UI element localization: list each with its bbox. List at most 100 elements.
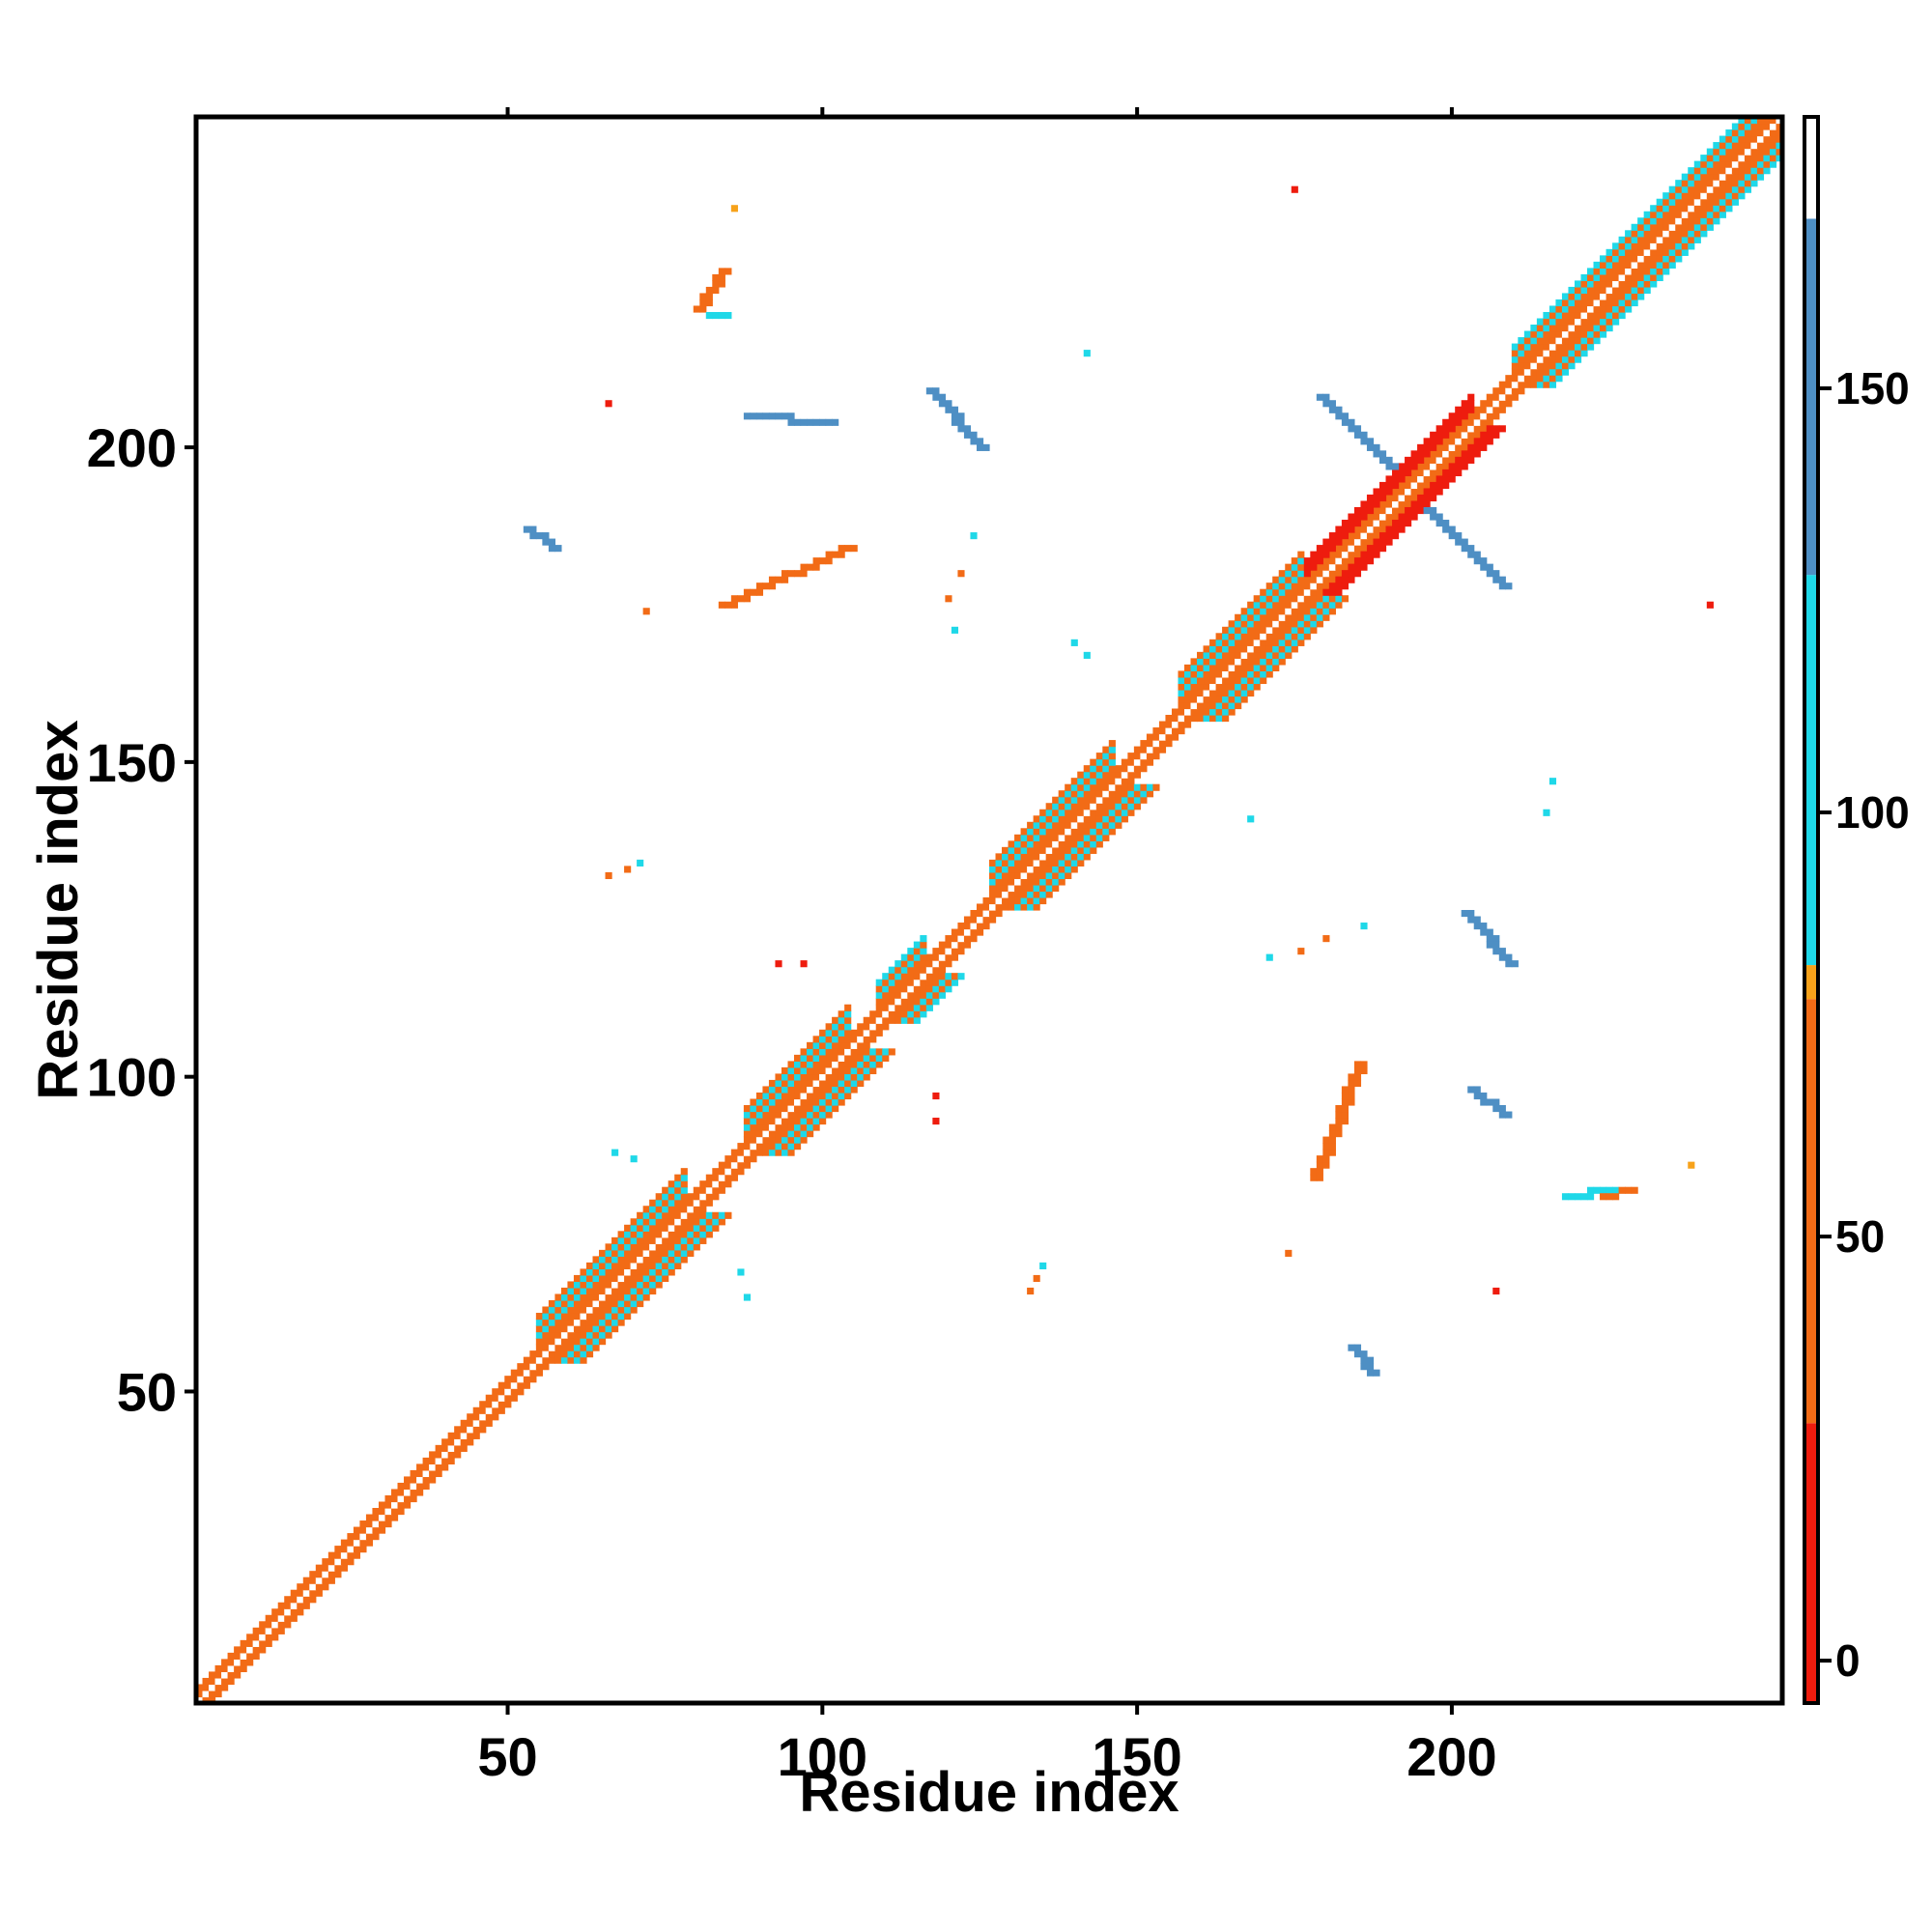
heatmap-cell [976,443,984,451]
heatmap-cell [1668,211,1676,218]
heatmap-cell [1631,280,1638,288]
heatmap-cell [1442,456,1450,464]
heatmap-cell [1618,311,1626,320]
heatmap-cell [1511,960,1519,968]
heatmap-cell [611,1293,619,1301]
heatmap-cell [277,1627,285,1634]
heatmap-cell [1183,683,1192,691]
heatmap-cell [945,979,952,986]
heatmap-cell [655,1236,663,1244]
heatmap-cell [1341,1104,1350,1113]
heatmap-cell [573,1356,582,1364]
heatmap-cell [1612,273,1620,282]
heatmap-cell [611,1274,619,1283]
heatmap-cell [1322,1136,1330,1144]
heatmap-cell [592,1299,600,1308]
heatmap-cell [510,1376,518,1383]
heatmap-cell [252,1627,260,1634]
heatmap-cell [1322,595,1330,603]
heatmap-cell [1693,217,1701,225]
heatmap-cell [850,1041,858,1049]
heatmap-cell [1228,670,1236,678]
heatmap-cell [932,985,940,993]
heatmap-cell [1650,248,1658,256]
heatmap-cell [1448,438,1456,445]
heatmap-cell [1133,746,1141,753]
heatmap-cell [1033,821,1040,829]
heatmap-cell [794,1143,802,1151]
heatmap-cell [252,1634,260,1641]
heatmap-cell [1310,570,1318,578]
heatmap-cell [1561,318,1570,326]
heatmap-cell [1014,878,1022,886]
heatmap-cell [221,1677,229,1686]
heatmap-cell [812,1061,820,1068]
heatmap-cell [687,1243,695,1251]
heatmap-cell [209,1671,216,1679]
heatmap-cell [560,1325,569,1333]
heatmap-cell [900,1016,908,1024]
heatmap-cell [1580,305,1588,313]
heatmap-cell [467,1419,474,1427]
heatmap-cell [1467,456,1475,464]
heatmap-cell [1297,570,1305,578]
heatmap-cell [599,1338,607,1346]
heatmap-cell [1492,393,1500,401]
heatmap-cell [1265,664,1273,671]
heatmap-cell [404,1494,412,1503]
heatmap-cell [297,1583,304,1591]
heatmap-cell [1360,1356,1368,1364]
heatmap-cell [580,1325,587,1333]
heatmap-cell [775,412,782,420]
heatmap-cell [1738,173,1746,181]
heatmap-cell [1455,443,1463,451]
heatmap-cell [1033,853,1040,861]
heatmap-cell [1625,293,1633,300]
heatmap-cell [1486,941,1493,949]
heatmap-cell [762,1092,770,1100]
heatmap-cell [875,1004,883,1011]
heatmap-cell [655,1218,663,1226]
heatmap-cell [699,1231,707,1238]
heatmap-cell [850,1086,858,1094]
heatmap-cell [1473,406,1481,413]
heatmap-cell [1265,613,1273,621]
heatmap-cell [429,1476,437,1484]
heatmap-cell [1650,230,1658,238]
heatmap-cell [1341,545,1350,553]
heatmap-cell [1600,293,1607,300]
heatmap-cell [1178,715,1185,723]
heatmap-cell [1121,815,1128,823]
heatmap-cell [1486,935,1493,943]
heatmap-cell [1115,765,1122,773]
heatmap-cell [1643,280,1651,288]
heatmap-cell [1473,418,1481,426]
heatmap-cell [1209,676,1217,685]
heatmap-cell [302,1602,310,1609]
heatmap-cell [1612,242,1620,250]
heatmap-cell [1548,325,1557,332]
heatmap-cell [1763,155,1771,162]
heatmap-cell [649,1274,657,1283]
heatmap-cell [938,941,946,949]
heatmap-cell [762,1118,770,1125]
heatmap-cell [895,973,902,980]
heatmap-cell [592,1262,600,1270]
heatmap-cell [812,563,820,571]
heatmap-cell [925,991,933,999]
heatmap-cell [1769,148,1777,156]
heatmap-cell [787,570,795,578]
heatmap-cell [1209,639,1217,646]
heatmap-cell [1215,645,1223,653]
heatmap-cell [429,1463,437,1471]
heatmap-cell [1260,595,1267,603]
heatmap-cell [1423,506,1431,515]
heatmap-cell [1095,840,1103,848]
heatmap-cell [1108,753,1116,760]
heatmap-cell [680,1199,688,1207]
heatmap-cell [730,1168,738,1176]
heatmap-cell [951,973,959,980]
heatmap-cell [1253,595,1261,603]
heatmap-cell [1706,205,1714,213]
